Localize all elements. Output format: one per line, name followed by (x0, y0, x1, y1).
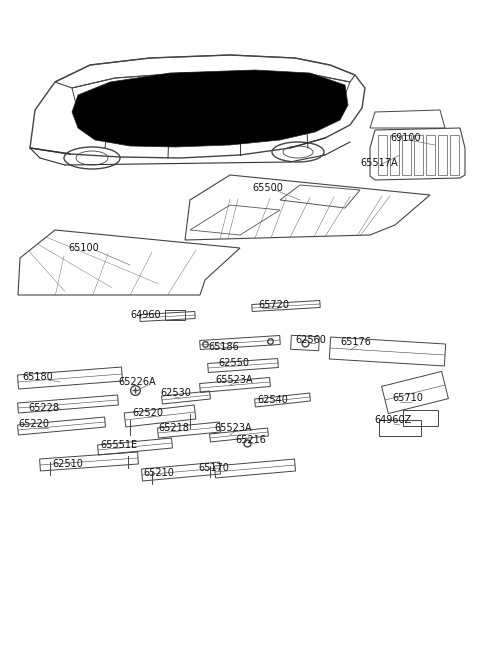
Text: 65710: 65710 (392, 393, 423, 403)
Text: 65228: 65228 (28, 403, 59, 413)
Text: 65720: 65720 (258, 300, 289, 310)
Text: 65210: 65210 (143, 468, 174, 478)
Text: 64960: 64960 (130, 310, 161, 320)
Text: 62560: 62560 (295, 335, 326, 345)
Text: 65180: 65180 (22, 372, 53, 382)
Text: 65523A: 65523A (215, 375, 252, 385)
Text: 62530: 62530 (160, 388, 191, 398)
Text: 62510: 62510 (52, 459, 83, 469)
Polygon shape (72, 70, 348, 147)
Text: 62540: 62540 (257, 395, 288, 405)
Text: 65176: 65176 (340, 337, 371, 347)
Text: 64960Z: 64960Z (374, 415, 411, 425)
Text: 65551E: 65551E (100, 440, 137, 450)
Text: 65226A: 65226A (118, 377, 156, 387)
Text: 65218: 65218 (158, 423, 189, 433)
Text: 65186: 65186 (208, 342, 239, 352)
Text: 62550: 62550 (218, 358, 249, 368)
Text: 69100: 69100 (390, 133, 420, 143)
Text: 65170: 65170 (198, 463, 229, 473)
Text: 65100: 65100 (68, 243, 99, 253)
Text: 65216: 65216 (235, 435, 266, 445)
Bar (403, 410, 437, 426)
Bar (379, 420, 421, 436)
Bar (165, 310, 185, 320)
Text: 65517A: 65517A (360, 158, 397, 168)
Text: 65500: 65500 (252, 183, 283, 193)
Bar (291, 335, 319, 350)
Text: 65220: 65220 (18, 419, 49, 429)
Text: 62520: 62520 (132, 408, 163, 418)
Text: 65523A: 65523A (214, 423, 252, 433)
